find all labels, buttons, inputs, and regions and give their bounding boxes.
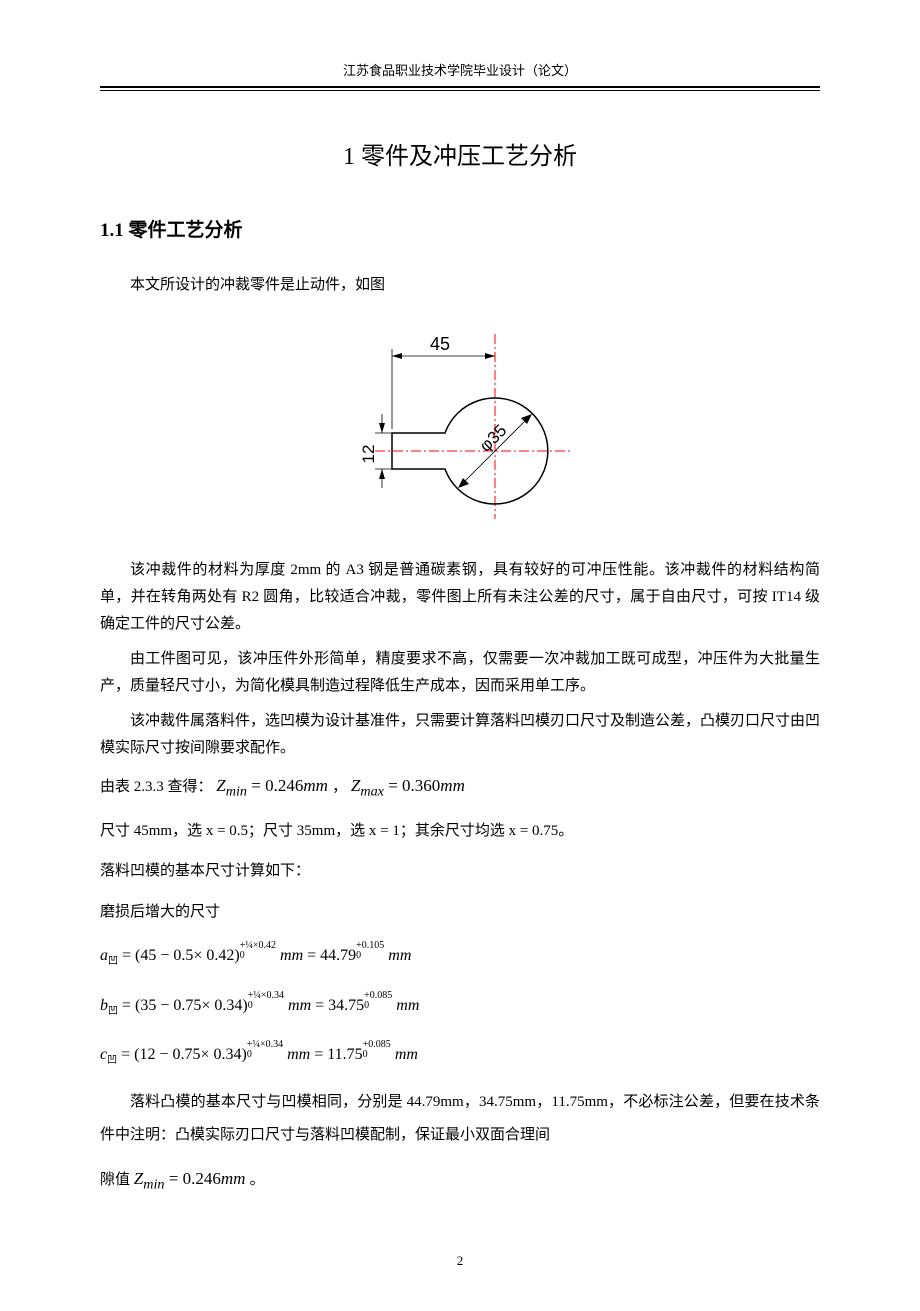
c-res-low: 0 xyxy=(363,1050,391,1060)
formula-b: b凹 = (35 − 0.75× 0.34)+¼×0.340 mm = 34.7… xyxy=(100,988,820,1023)
zmin-sub: min xyxy=(226,783,247,799)
chapter-title-text: 零件及冲压工艺分析 xyxy=(361,144,577,170)
c-result: 11.75 xyxy=(327,1046,362,1063)
final-sub: min xyxy=(143,1176,164,1192)
zmin-val: 0.246 xyxy=(265,776,303,795)
intro-paragraph: 本文所设计的冲裁零件是止动件，如图 xyxy=(100,272,820,299)
a-symbol: a xyxy=(100,947,108,964)
c-tol-up: +¼×0.34 xyxy=(247,1040,283,1050)
paragraph-5: 尺寸 45mm，选 x = 0.5；尺寸 35mm，选 x = 1；其余尺寸均选… xyxy=(100,817,820,846)
part-figure: 45 12 φ35 xyxy=(100,314,820,532)
paragraph-4: 由表 2.3.3 查得： Zmin = 0.246mm ， Zmax = 0.3… xyxy=(100,770,820,805)
dim-45-text: 45 xyxy=(430,334,450,354)
p4-prefix: 由表 2.3.3 查得： xyxy=(100,779,213,795)
paragraph-7: 磨损后增大的尺寸 xyxy=(100,898,820,927)
section-number: 1.1 xyxy=(100,220,124,241)
a-expr: (45 − 0.5× 0.42) xyxy=(135,947,240,964)
zmax-sub: max xyxy=(360,783,384,799)
technical-drawing: 45 12 φ35 xyxy=(320,314,600,524)
a-tol-low: 0 xyxy=(240,951,276,961)
final-unit: mm xyxy=(221,1169,246,1188)
dim-12-arrow-bot xyxy=(379,469,385,479)
b-tol-low: 0 xyxy=(248,1001,284,1011)
a-tol-up: +¼×0.42 xyxy=(240,941,276,951)
dim-phi35-arrow1 xyxy=(458,478,469,488)
paragraph-1: 该冲裁件的材料为厚度 2mm 的 A3 钢是普通碳素钢，具有较好的可冲压性能。该… xyxy=(100,557,820,638)
dim-phi35-text: φ35 xyxy=(476,420,511,455)
page-header: 江苏食品职业技术学院毕业设计（论文） xyxy=(100,60,820,88)
b-unit1: mm xyxy=(288,997,311,1014)
a-unit2: mm xyxy=(388,947,411,964)
section-title-text: 零件工艺分析 xyxy=(129,220,243,241)
section-title: 1.1 零件工艺分析 xyxy=(100,216,820,246)
zmin-unit: mm xyxy=(303,776,328,795)
b-tol-up: +¼×0.34 xyxy=(248,991,284,1001)
final-line: 隙值 Zmin = 0.246mm 。 xyxy=(100,1160,820,1201)
dim-12-text: 12 xyxy=(359,444,378,463)
zmax-val: 0.360 xyxy=(402,776,440,795)
b-expr: (35 − 0.75× 0.34) xyxy=(135,997,248,1014)
zmax-symbol: Z xyxy=(351,776,360,795)
c-unit2: mm xyxy=(395,1046,418,1063)
dim-45-arrow-left xyxy=(392,353,402,359)
page-number: 2 xyxy=(100,1251,820,1272)
zmax-unit: mm xyxy=(440,776,465,795)
paragraph-3: 该冲裁件属落料件，选凹模为设计基准件，只需要计算落料凹模刃口尺寸及制造公差，凸模… xyxy=(100,708,820,762)
final-suffix: 。 xyxy=(250,1172,265,1188)
chapter-number: 1 xyxy=(343,144,355,170)
b-unit2: mm xyxy=(396,997,419,1014)
c-unit1: mm xyxy=(287,1046,310,1063)
b-symbol: b xyxy=(100,997,108,1014)
dim-12-arrow-top xyxy=(379,423,385,433)
c-tol-low: 0 xyxy=(247,1050,283,1060)
paragraph-6: 落料凹模的基本尺寸计算如下： xyxy=(100,857,820,886)
b-res-low: 0 xyxy=(364,1001,392,1011)
final-symbol: Z xyxy=(134,1169,143,1188)
a-res-low: 0 xyxy=(356,951,384,961)
a-unit1: mm xyxy=(280,947,303,964)
a-sub: 凹 xyxy=(108,957,118,968)
dim-45-arrow-right xyxy=(485,353,495,359)
paragraph-2: 由工件图可见，该冲压件外形简单，精度要求不高，仅需要一次冲裁加工既可成型，冲压件… xyxy=(100,646,820,700)
header-text: 江苏食品职业技术学院毕业设计（论文） xyxy=(343,63,577,78)
b-result: 34.75 xyxy=(328,997,364,1014)
dim-phi35-arrow2 xyxy=(521,414,532,424)
formula-a: a凹 = (45 − 0.5× 0.42)+¼×0.420 mm = 44.79… xyxy=(100,938,820,973)
final-prefix: 隙值 xyxy=(100,1172,130,1188)
paragraph-8: 落料凸模的基本尺寸与凹模相同，分别是 44.79mm，34.75mm，11.75… xyxy=(100,1086,820,1152)
final-val: 0.246 xyxy=(183,1169,221,1188)
c-expr: (12 − 0.75× 0.34) xyxy=(134,1046,247,1063)
formula-c: c凹 = (12 − 0.75× 0.34)+¼×0.340 mm = 11.7… xyxy=(100,1037,820,1072)
c-sub: 凹 xyxy=(107,1055,117,1066)
a-result: 44.79 xyxy=(320,947,356,964)
chapter-title: 1 零件及冲压工艺分析 xyxy=(100,138,820,176)
zmin-symbol: Z xyxy=(216,776,225,795)
b-sub: 凹 xyxy=(108,1006,118,1017)
